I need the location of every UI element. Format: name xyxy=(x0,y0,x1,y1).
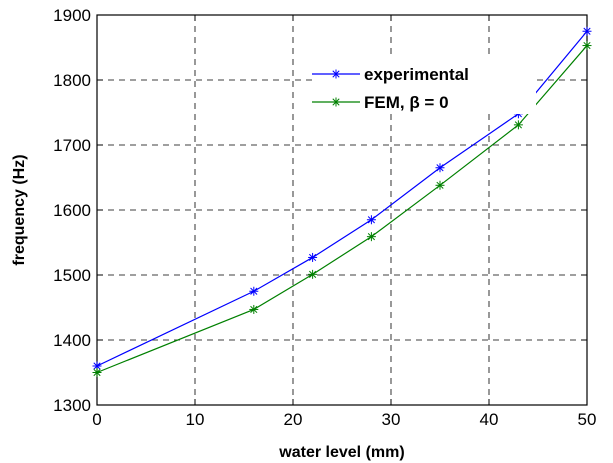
y-tick-label: 1800 xyxy=(53,71,91,90)
x-tick-label: 30 xyxy=(382,410,401,429)
data-point-marker xyxy=(308,269,318,279)
series-1 xyxy=(92,41,592,377)
legend-entry-experimental: experimental xyxy=(364,65,469,84)
data-point-marker xyxy=(435,163,445,173)
legend-marker-fem xyxy=(331,97,341,107)
data-point-marker xyxy=(249,286,259,296)
y-tick-label: 1900 xyxy=(53,6,91,25)
y-tick-label: 1700 xyxy=(53,136,91,155)
legend: experimental FEM, β = 0 xyxy=(312,58,536,114)
data-point-marker xyxy=(308,252,318,262)
x-tick-label: 50 xyxy=(578,410,597,429)
y-tick-label: 1400 xyxy=(53,331,91,350)
x-tick-label: 20 xyxy=(284,410,303,429)
y-tick-label: 1500 xyxy=(53,266,91,285)
axis-ticks: 0 10 20 30 40 50 1300 1400 1500 1600 1700 1800 1900 xyxy=(53,6,596,429)
x-axis-label: water level (mm) xyxy=(278,444,404,461)
y-tick-label: 1600 xyxy=(53,201,91,220)
data-point-marker xyxy=(366,215,376,225)
data-point-marker xyxy=(513,120,523,130)
legend-box xyxy=(312,58,536,114)
data-point-marker xyxy=(582,26,592,36)
legend-entry-fem: FEM, β = 0 xyxy=(364,93,449,112)
y-axis-label: frequency (Hz) xyxy=(11,154,28,265)
data-point-marker xyxy=(331,69,341,79)
data-point-marker xyxy=(331,97,341,107)
x-tick-label: 10 xyxy=(186,410,205,429)
x-tick-label: 0 xyxy=(92,410,101,429)
data-point-marker xyxy=(366,232,376,242)
legend-marker-experimental xyxy=(331,69,341,79)
data-point-marker xyxy=(435,180,445,190)
data-point-marker xyxy=(249,304,259,314)
data-point-marker xyxy=(92,368,102,377)
data-point-marker xyxy=(582,41,592,51)
x-tick-label: 40 xyxy=(480,410,499,429)
y-tick-label: 1300 xyxy=(53,396,91,415)
